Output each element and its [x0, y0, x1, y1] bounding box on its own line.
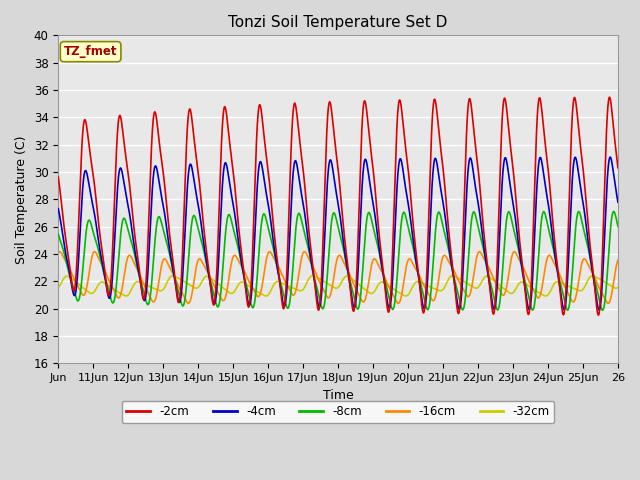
Text: TZ_fmet: TZ_fmet: [64, 45, 117, 58]
Y-axis label: Soil Temperature (C): Soil Temperature (C): [15, 135, 28, 264]
Title: Tonzi Soil Temperature Set D: Tonzi Soil Temperature Set D: [228, 15, 448, 30]
X-axis label: Time: Time: [323, 389, 353, 402]
Legend: -2cm, -4cm, -8cm, -16cm, -32cm: -2cm, -4cm, -8cm, -16cm, -32cm: [122, 401, 554, 423]
